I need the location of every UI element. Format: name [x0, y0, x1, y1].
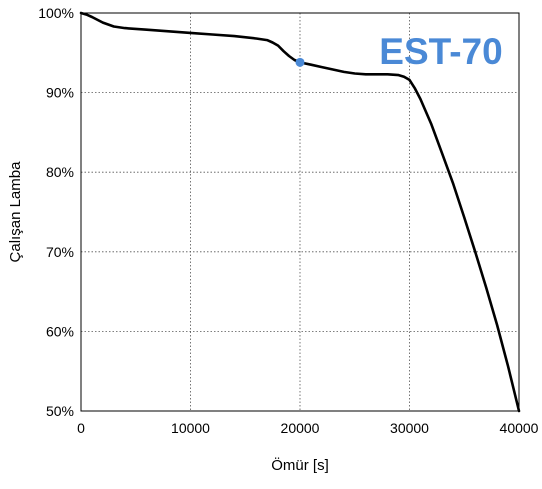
x-tick-label: 20000	[281, 420, 320, 436]
y-axis-title: Çalışan Lamba	[7, 161, 24, 263]
y-tick-label: 100%	[38, 5, 74, 21]
survival-curve-line	[79, 11, 521, 413]
x-tick-label: 0	[77, 420, 85, 436]
plot-frame	[80, 12, 520, 412]
x-axis-title: Ömür [s]	[271, 456, 329, 474]
highlight-marker	[295, 57, 305, 67]
series-layer	[79, 11, 521, 413]
y-tick-label: 80%	[46, 164, 74, 180]
grid-lines	[81, 13, 519, 411]
y-tick-label: 50%	[46, 403, 74, 419]
tick-labels: 0 10000 20000 30000 40000 50% 60% 70% 80% 90% 100%	[38, 5, 538, 436]
plot-background	[81, 13, 519, 411]
y-tick-label: 90%	[46, 85, 74, 101]
y-tick-label: 60%	[46, 323, 74, 339]
x-tick-label: 40000	[500, 420, 539, 436]
x-tick-label: 10000	[171, 420, 210, 436]
y-tick-label: 70%	[46, 244, 74, 260]
annotation-label: EST-70	[379, 31, 502, 72]
x-tick-label: 30000	[390, 420, 429, 436]
